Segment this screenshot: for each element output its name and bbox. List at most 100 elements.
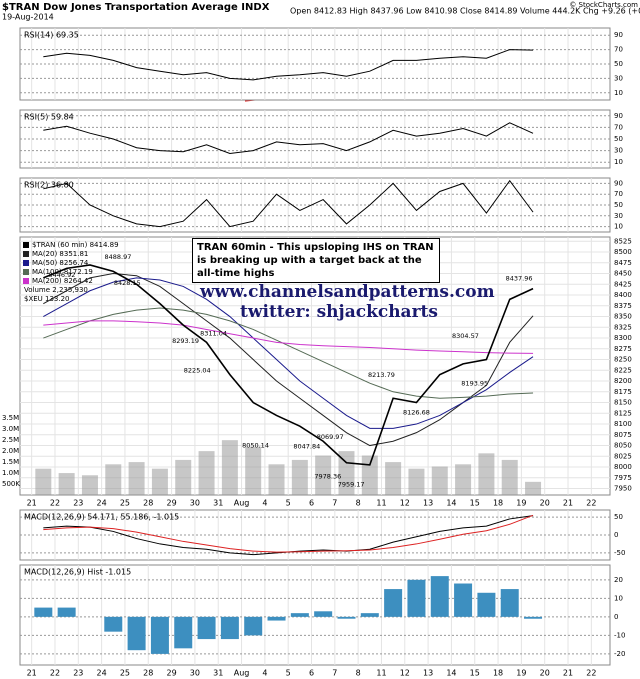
x-tick-label: 4 xyxy=(262,499,267,508)
x-tick-label: 22 xyxy=(586,669,596,678)
series-line xyxy=(43,264,534,466)
y-tick-label: 8275 xyxy=(614,345,632,353)
volume-tick-label: 2.0M xyxy=(2,447,19,455)
hist-bar xyxy=(500,589,519,617)
legend-swatch xyxy=(23,269,29,275)
hist-bar xyxy=(220,616,239,640)
volume-bar xyxy=(198,451,215,495)
y-tick-label: 0 xyxy=(614,531,618,539)
series-line xyxy=(43,49,534,81)
panel-title: RSI(5) 59.84 xyxy=(24,113,74,122)
y-tick-label: -10 xyxy=(614,631,625,639)
x-tick-label: 7 xyxy=(332,499,337,508)
x-tick-label: 31 xyxy=(213,499,223,508)
legend-swatch xyxy=(23,260,29,266)
legend-volume: Volume 2,235,930 xyxy=(24,286,88,294)
hist-bar xyxy=(244,616,263,636)
chart-date: 19-Aug-2014 xyxy=(2,13,54,22)
y-tick-label: 8225 xyxy=(614,366,632,374)
x-tick-label: 13 xyxy=(423,499,433,508)
x-tick-label: 21 xyxy=(563,669,573,678)
legend-swatch xyxy=(23,242,29,248)
credit: © StockCharts.com xyxy=(569,1,638,9)
y-tick-label: 50 xyxy=(614,135,623,143)
y-tick-label: 30 xyxy=(614,147,623,155)
x-tick-label: 23 xyxy=(73,669,83,678)
legend-label: $TRAN (60 min) 8414.89 xyxy=(32,241,119,249)
series-line xyxy=(43,179,534,228)
legend-swatch xyxy=(23,251,29,257)
y-tick-label: 50 xyxy=(614,60,623,68)
price-label: 8050.14 xyxy=(242,441,269,449)
y-tick-label: 7950 xyxy=(614,485,632,493)
x-tick-label: 28 xyxy=(143,499,153,508)
hist-bar xyxy=(197,616,216,640)
hist-bar xyxy=(104,616,123,632)
y-tick-label: 10 xyxy=(614,89,623,97)
volume-bar xyxy=(35,468,52,495)
x-tick-label: 18 xyxy=(493,669,503,678)
y-tick-label: 8000 xyxy=(614,463,632,471)
series-line xyxy=(43,122,534,155)
volume-bar xyxy=(478,453,495,495)
x-tick-label: 19 xyxy=(516,669,526,678)
x-tick-label: 11 xyxy=(376,499,386,508)
y-tick-label: 10 xyxy=(614,223,623,231)
y-tick-label: 8025 xyxy=(614,452,632,460)
y-tick-label: 90 xyxy=(614,31,623,39)
x-tick-label: 6 xyxy=(309,499,314,508)
price-label: 8069.97 xyxy=(317,433,344,441)
y-tick-label: 7975 xyxy=(614,474,632,482)
volume-bar xyxy=(525,481,542,495)
y-tick-label: 8150 xyxy=(614,399,632,407)
y-tick-label: 8125 xyxy=(614,409,632,417)
x-tick-label: 30 xyxy=(190,669,200,678)
x-tick-label: 31 xyxy=(213,669,223,678)
legend-swatch xyxy=(23,278,29,284)
price-label: 8047.84 xyxy=(293,442,320,450)
hist-bar xyxy=(267,616,286,621)
hist-bar xyxy=(337,616,356,619)
price-label: 8126.68 xyxy=(403,409,430,417)
y-tick-label: 8100 xyxy=(614,420,632,428)
x-tick-label: 14 xyxy=(446,669,456,678)
x-tick-label: 18 xyxy=(493,499,503,508)
y-tick-label: 0 xyxy=(614,613,618,621)
volume-bar xyxy=(501,459,518,495)
price-label: 8428.15 xyxy=(114,279,141,287)
x-tick-label: 5 xyxy=(286,499,291,508)
y-tick-label: -20 xyxy=(614,650,625,658)
y-tick-label: 8525 xyxy=(614,237,632,245)
series-line xyxy=(43,273,534,447)
y-tick-label: 8400 xyxy=(614,291,632,299)
y-tick-label: 90 xyxy=(614,112,623,120)
y-tick-label: 8475 xyxy=(614,259,632,267)
series-line xyxy=(43,307,534,399)
y-tick-label: 8450 xyxy=(614,270,632,278)
quote: Open 8412.83 High 8437.96 Low 8410.98 Cl… xyxy=(290,7,640,16)
y-tick-label: 70 xyxy=(614,190,623,198)
x-tick-label: 19 xyxy=(516,499,526,508)
volume-bar xyxy=(455,464,472,495)
hist-bar xyxy=(127,616,146,651)
x-tick-label: 22 xyxy=(50,499,60,508)
x-tick-label: 7 xyxy=(332,669,337,678)
price-label: 8293.19 xyxy=(172,337,199,345)
hist-bar xyxy=(477,592,496,617)
x-tick-label: 25 xyxy=(120,499,130,508)
hist-bar xyxy=(150,616,169,654)
x-tick-label: 8 xyxy=(356,669,361,678)
y-tick-label: 50 xyxy=(614,201,623,209)
x-tick-label: 29 xyxy=(166,499,176,508)
volume-bar xyxy=(175,459,192,495)
y-tick-label: 8350 xyxy=(614,313,632,321)
x-tick-label: 21 xyxy=(27,669,37,678)
x-tick-label: 11 xyxy=(376,669,386,678)
panel-title: RSI(2) 36.80 xyxy=(24,181,74,190)
x-tick-label: 13 xyxy=(423,669,433,678)
price-label: 8437.96 xyxy=(506,275,533,283)
y-tick-label: 30 xyxy=(614,212,623,220)
y-tick-label: 10 xyxy=(614,594,623,602)
price-label: 8446.92 xyxy=(49,271,76,279)
